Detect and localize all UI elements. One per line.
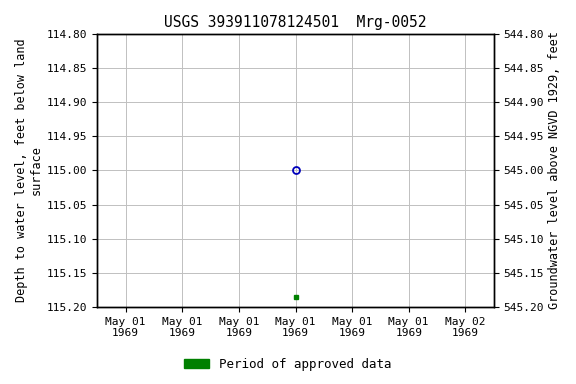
Y-axis label: Depth to water level, feet below land
surface: Depth to water level, feet below land su…	[15, 39, 43, 302]
Legend: Period of approved data: Period of approved data	[179, 353, 397, 376]
Y-axis label: Groundwater level above NGVD 1929, feet: Groundwater level above NGVD 1929, feet	[548, 31, 561, 310]
Title: USGS 393911078124501  Mrg-0052: USGS 393911078124501 Mrg-0052	[164, 15, 427, 30]
